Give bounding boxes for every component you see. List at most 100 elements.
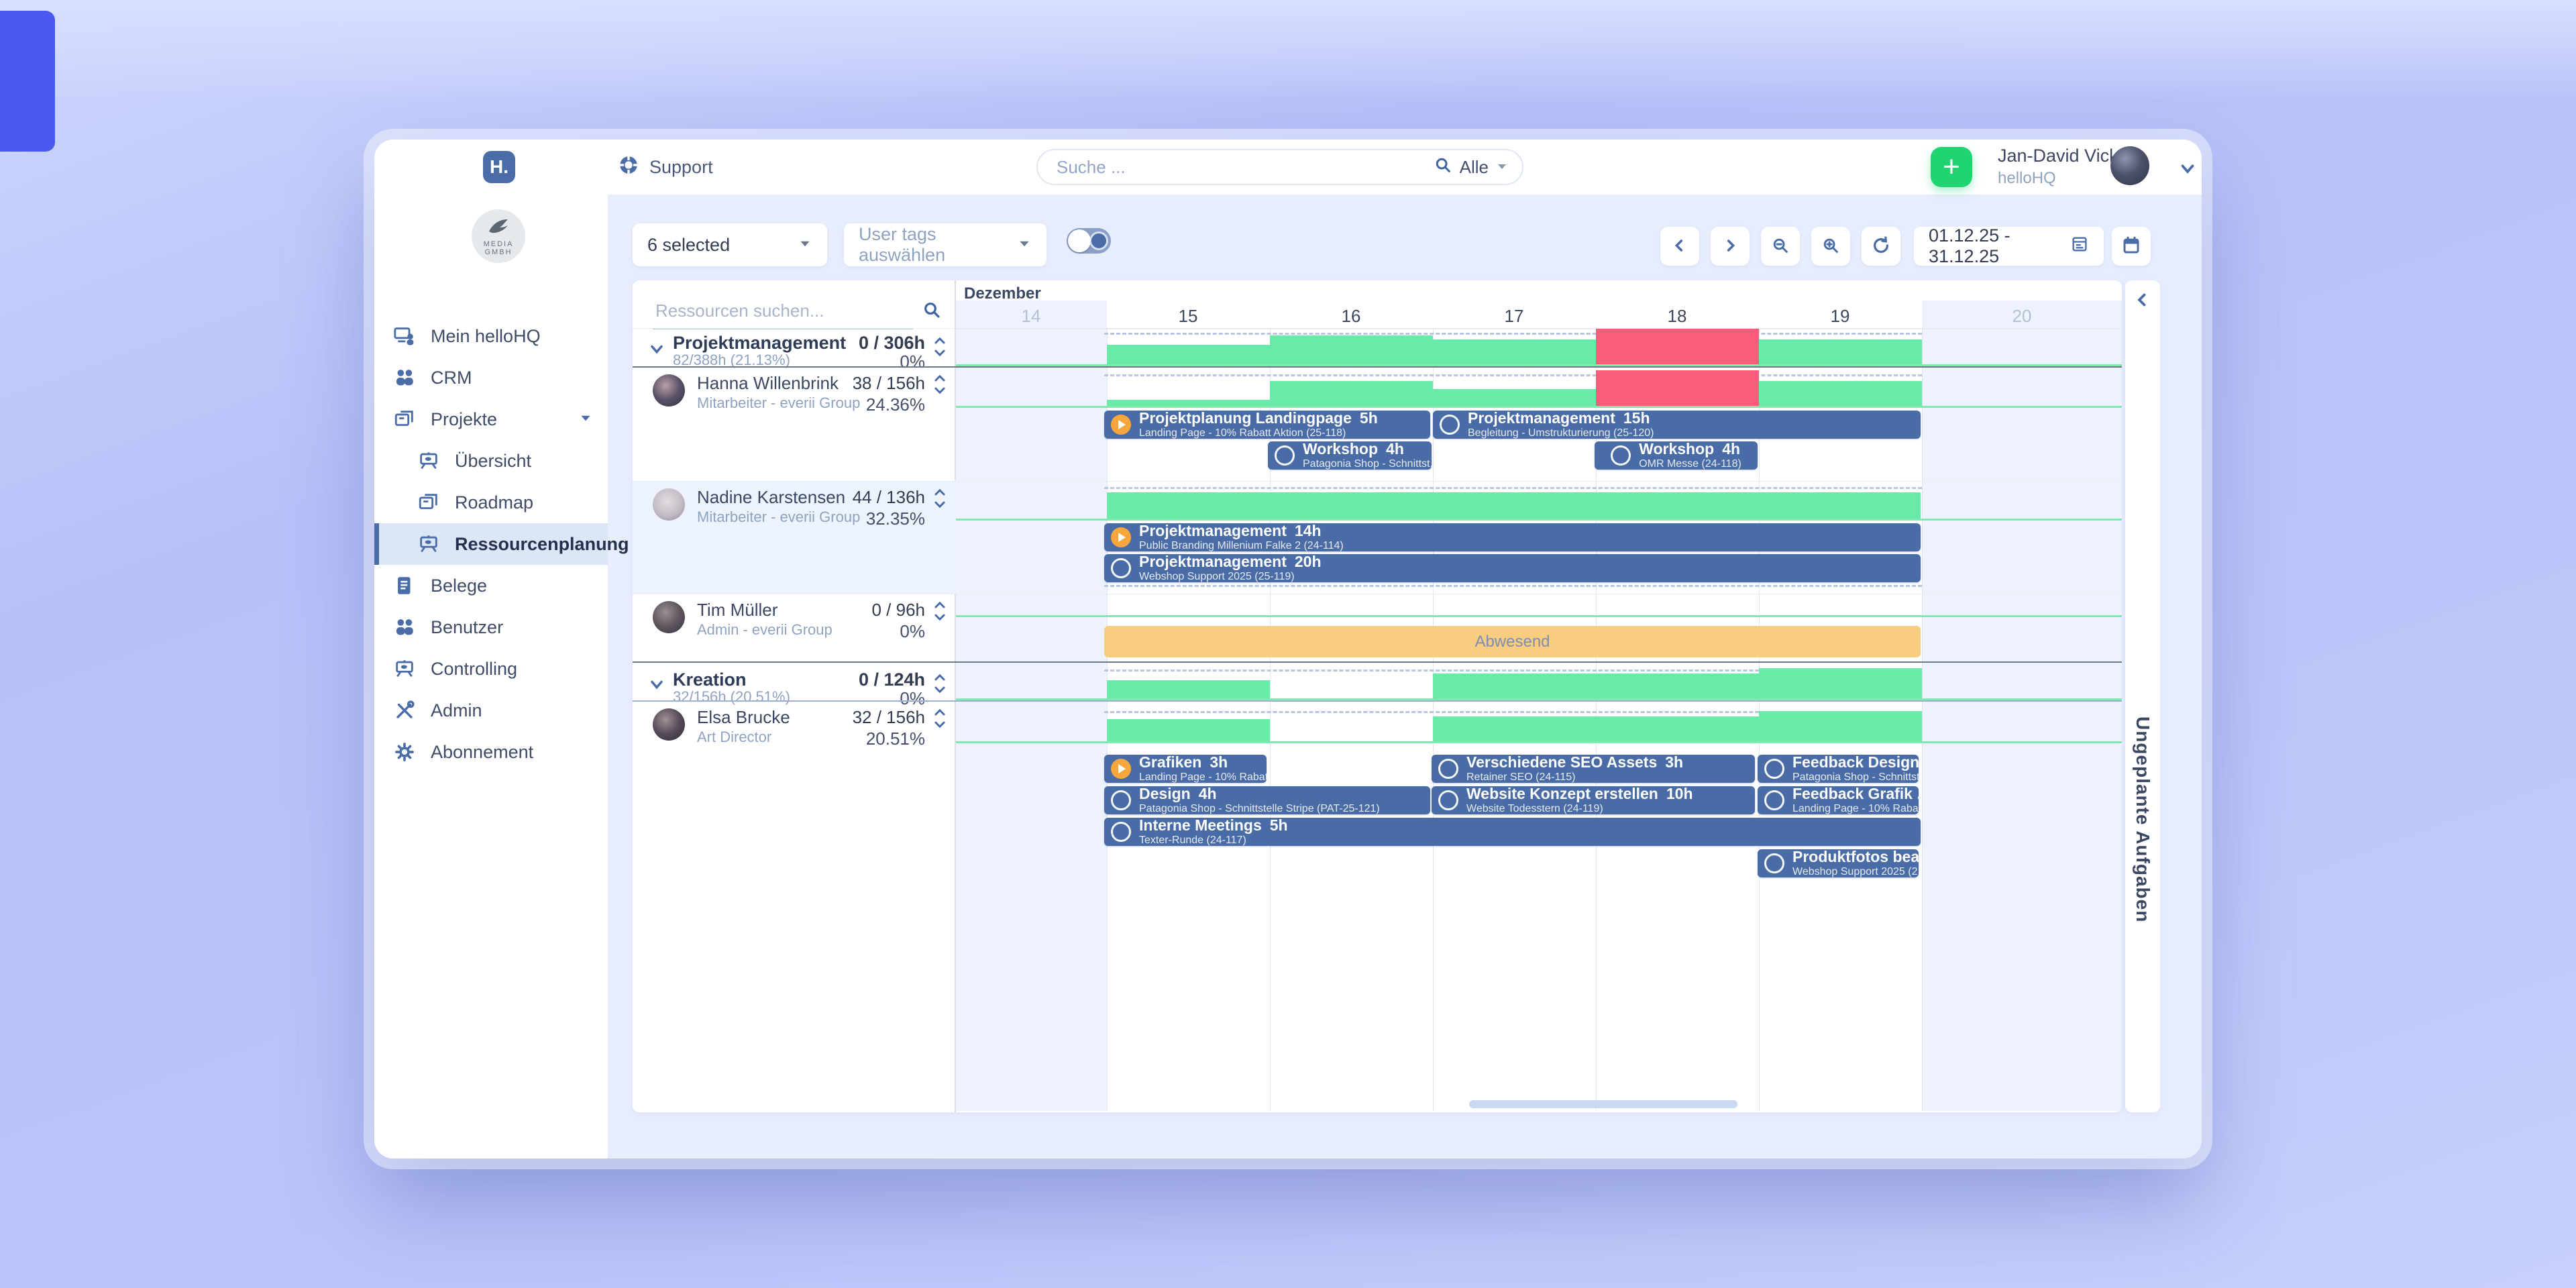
day-header-17[interactable]: 17 <box>1504 306 1524 326</box>
sidebar-item-crm[interactable]: CRM <box>374 357 608 398</box>
task-bar[interactable]: Workshop 4h Patagonia Shop - Schnittst... <box>1268 441 1432 470</box>
sort-icon[interactable] <box>933 707 947 733</box>
refresh-button[interactable] <box>1862 227 1900 266</box>
sidebar-item-uebersicht[interactable]: Übersicht <box>374 440 608 482</box>
sort-icon[interactable] <box>933 672 947 698</box>
chevron-down-icon[interactable] <box>647 675 666 697</box>
app-logo[interactable]: H. <box>483 151 515 183</box>
breadcrumb[interactable]: Support <box>617 140 713 195</box>
sort-icon[interactable] <box>933 487 947 513</box>
sidebar-item-abonnement[interactable]: Abonnement <box>374 731 608 773</box>
task-status-open-icon[interactable] <box>1764 790 1784 810</box>
search-icon[interactable] <box>921 299 943 324</box>
cards-icon <box>417 491 440 514</box>
task-status-play-icon[interactable] <box>1111 759 1131 779</box>
task-status-open-icon[interactable] <box>1438 759 1458 779</box>
task-bar[interactable]: Grafiken 3h Landing Page - 10% Rabatt... <box>1104 755 1267 783</box>
sidebar-item-controlling[interactable]: Controlling <box>374 648 608 690</box>
timeline-next-button[interactable] <box>1711 227 1750 266</box>
task-status-play-icon[interactable] <box>1111 415 1131 435</box>
resources-filter-dropdown[interactable]: 6 selected <box>633 223 827 266</box>
capacity-baseline <box>956 406 2122 408</box>
task-status-open-icon[interactable] <box>1438 790 1458 810</box>
task-bar[interactable]: Workshop 4h OMR Messe (24-118) <box>1595 441 1758 470</box>
sidebar-item-roadmap[interactable]: Roadmap <box>374 482 608 523</box>
user-menu[interactable]: Jan-David Vick helloHQ <box>1998 146 2199 189</box>
sidebar-item-admin[interactable]: Admin <box>374 690 608 731</box>
member-row-nadine-karstensen[interactable]: Nadine Karstensen Mitarbeiter - everii G… <box>633 482 956 594</box>
task-status-open-icon[interactable] <box>1275 445 1295 466</box>
zoom-in-button[interactable] <box>1811 227 1850 266</box>
capacity-bar <box>1759 711 1922 742</box>
task-bar[interactable]: Projektplanung Landingpage 5h Landing Pag… <box>1104 411 1430 439</box>
task-status-open-icon[interactable] <box>1111 822 1131 842</box>
task-status-open-icon[interactable] <box>1764 759 1784 779</box>
sidebar-item-ressourcenplanung[interactable]: Ressourcenplanung <box>374 523 629 565</box>
user-tags-dropdown[interactable]: User tags auswählen <box>844 223 1046 266</box>
group-row-projektmanagement[interactable]: Projektmanagement 82/388h (21.13%) 0 / 3… <box>633 330 956 372</box>
chevron-left-icon[interactable] <box>2133 290 2153 313</box>
task-status-open-icon[interactable] <box>1611 445 1631 466</box>
group-row-kreation[interactable]: Kreation 32/156h (20.51%) 0 / 124h 0% <box>633 669 956 708</box>
member-percent: 0% <box>900 621 925 641</box>
task-bar[interactable]: Projektmanagement 15h Begleitung - Umstru… <box>1433 411 1921 439</box>
task-status-open-icon[interactable] <box>1440 415 1460 435</box>
task-status-open-icon[interactable] <box>1764 853 1784 873</box>
search-icon <box>1433 155 1453 180</box>
sort-icon[interactable] <box>933 335 947 362</box>
zoom-in-icon <box>1821 235 1841 258</box>
task-bar[interactable]: Interne Meetings 5h Texter-Runde (24-117) <box>1104 818 1921 846</box>
member-row-hanna-willenbrink[interactable]: Hanna Willenbrink Mitarbeiter - everii G… <box>633 368 956 482</box>
horizontal-scrollbar[interactable] <box>1469 1100 1737 1108</box>
resource-search-input[interactable] <box>653 298 913 329</box>
task-bar[interactable]: Feedback Design1h Patagonia Shop - Schni… <box>1758 755 1919 783</box>
timeline-prev-button[interactable] <box>1660 227 1699 266</box>
day-header-20[interactable]: 20 <box>2012 306 2032 326</box>
global-search-input[interactable] <box>1055 156 1433 178</box>
task-bar[interactable]: Website Konzept erstellen 10h Website Tod… <box>1432 786 1755 814</box>
task-bar[interactable]: Design 4h Patagonia Shop - Schnittstelle … <box>1104 786 1430 814</box>
sidebar-item-belege[interactable]: Belege <box>374 565 608 606</box>
day-header-14[interactable]: 14 <box>1021 306 1041 326</box>
sidebar-item-mein-hellohq[interactable]: Mein helloHQ <box>374 315 608 357</box>
member-row-elsa-brucke[interactable]: Elsa Brucke Art Director 32 / 156h 20.51… <box>633 702 956 1112</box>
day-header-16[interactable]: 16 <box>1341 306 1361 326</box>
task-hours: 4h <box>1198 786 1217 803</box>
sort-icon[interactable] <box>933 373 947 399</box>
chevron-down-icon[interactable] <box>2178 158 2198 182</box>
day-header-19[interactable]: 19 <box>1830 306 1850 326</box>
task-hours: 4h <box>1722 441 1741 458</box>
sort-icon[interactable] <box>933 600 947 626</box>
zoom-out-button[interactable] <box>1761 227 1800 266</box>
sidebar-item-label: Benutzer <box>431 616 504 637</box>
view-toggle[interactable] <box>1067 228 1111 254</box>
group-planned-hours: 0 / 124h <box>858 669 925 690</box>
task-status-open-icon[interactable] <box>1111 558 1131 578</box>
group-divider <box>633 661 2122 663</box>
task-status-open-icon[interactable] <box>1111 790 1131 810</box>
unplanned-tasks-panel[interactable]: Ungeplante Aufgaben <box>2125 280 2160 1112</box>
sidebar-item-benutzer[interactable]: Benutzer <box>374 606 608 648</box>
task-hours: 5h <box>1269 818 1288 835</box>
day-header-18[interactable]: 18 <box>1667 306 1687 326</box>
users-icon <box>393 616 416 639</box>
absence-bar[interactable]: Abwesend <box>1104 626 1921 657</box>
task-title: Produktfotos bea... <box>1792 849 1919 866</box>
search-scope-dropdown[interactable]: Alle <box>1433 155 1509 180</box>
create-button[interactable]: + <box>1931 147 1972 187</box>
chevron-down-icon[interactable] <box>647 339 666 362</box>
task-status-play-icon[interactable] <box>1111 527 1131 547</box>
calendar-button[interactable] <box>2112 227 2151 266</box>
member-row-tim-mueller[interactable]: Tim Müller Admin - everii Group 0 / 96h … <box>633 594 956 668</box>
task-bar[interactable]: Feedback Grafik ...2h Landing Page - 10%… <box>1758 786 1919 814</box>
task-bar[interactable]: Produktfotos bea...4h Webshop Support 20… <box>1758 849 1919 877</box>
user-avatar[interactable] <box>2110 146 2149 185</box>
task-bar[interactable]: Projektmanagement 20h Webshop Support 202… <box>1104 554 1921 582</box>
task-bar[interactable]: Verschiedene SEO Assets 3h Retainer SEO (… <box>1432 755 1755 783</box>
task-bar[interactable]: Projektmanagement 14h Public Branding Mil… <box>1104 523 1921 551</box>
task-project: Landing Page - 10% Rabatt... <box>1792 803 1919 814</box>
task-project: Patagonia Shop - Schnittstelle Stripe (P… <box>1139 803 1380 814</box>
day-header-15[interactable]: 15 <box>1178 306 1198 326</box>
date-range-picker[interactable]: 01.12.25 - 31.12.25 <box>1914 225 2104 266</box>
sidebar-item-projekte[interactable]: Projekte <box>374 398 608 440</box>
